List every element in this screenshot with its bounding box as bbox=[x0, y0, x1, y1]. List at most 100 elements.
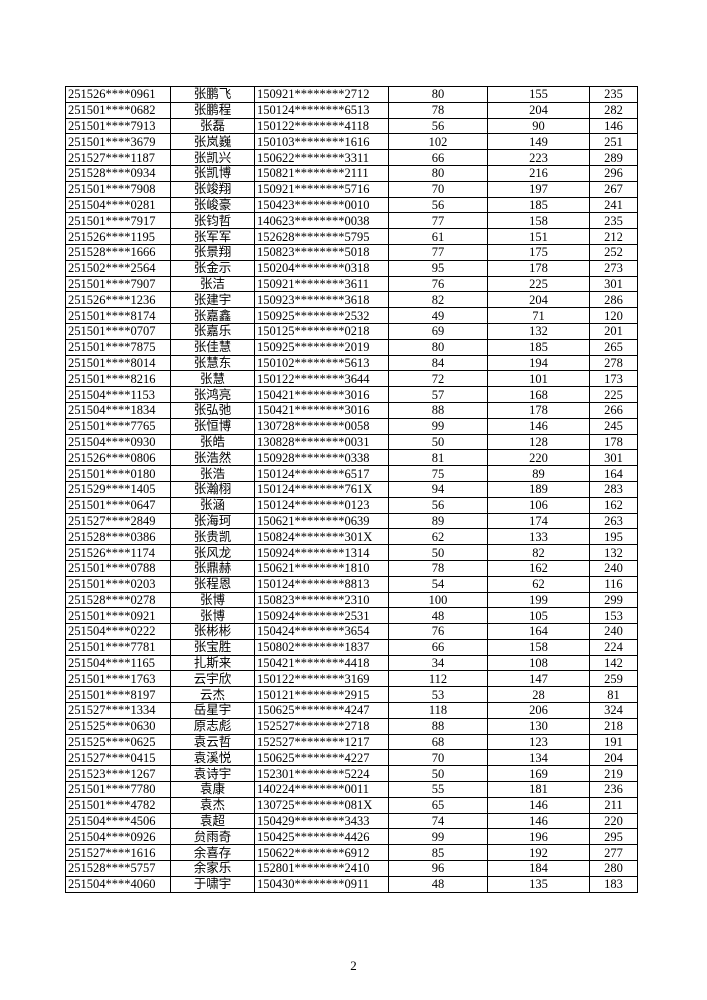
name-cell: 张慧东 bbox=[170, 354, 255, 372]
score-1-cell: 80 bbox=[388, 86, 488, 103]
score-1-cell: 75 bbox=[388, 465, 488, 482]
name-cell: 张博 bbox=[170, 591, 255, 609]
name-cell: 余家乐 bbox=[170, 860, 255, 877]
score-2-cell: 189 bbox=[487, 480, 590, 498]
score-2-cell: 62 bbox=[487, 575, 590, 593]
name-cell: 岳星宇 bbox=[170, 702, 255, 719]
score-1-cell: 74 bbox=[388, 812, 488, 830]
table-row: 251501****0707 张嘉乐 150125********0218 69 132… bbox=[65, 322, 638, 340]
total-score-cell: 183 bbox=[589, 875, 638, 893]
exam-number-cell: 251501****7917 bbox=[65, 212, 171, 230]
score-1-cell: 80 bbox=[388, 338, 488, 356]
name-cell: 张程恩 bbox=[170, 575, 255, 593]
score-1-cell: 77 bbox=[388, 212, 488, 230]
total-score-cell: 241 bbox=[589, 196, 638, 214]
total-score-cell: 236 bbox=[589, 781, 638, 798]
name-cell: 云宇欣 bbox=[170, 670, 255, 688]
table-row: 251526****1174 张风龙 150924********1314 50 82 1… bbox=[65, 544, 638, 561]
table-row: 251501****0180 张浩 150124********6517 75 89 16… bbox=[65, 465, 638, 482]
id-number-cell: 150924********1314 bbox=[254, 544, 389, 561]
id-number-cell: 150122********3644 bbox=[254, 370, 389, 388]
id-number-cell: 150823********2310 bbox=[254, 591, 389, 609]
id-number-cell: 150622********3311 bbox=[254, 149, 389, 166]
exam-number-cell: 251502****2564 bbox=[65, 259, 171, 277]
score-2-cell: 101 bbox=[487, 370, 590, 388]
score-1-cell: 48 bbox=[388, 875, 488, 893]
total-score-cell: 146 bbox=[589, 117, 638, 135]
score-1-cell: 55 bbox=[388, 781, 488, 798]
exam-number-cell: 251501****7907 bbox=[65, 275, 171, 293]
score-1-cell: 70 bbox=[388, 749, 488, 767]
id-number-cell: 150625********4227 bbox=[254, 749, 389, 767]
name-cell: 张岚巍 bbox=[170, 133, 255, 151]
name-cell: 张宝胜 bbox=[170, 638, 255, 656]
total-score-cell: 162 bbox=[589, 496, 638, 514]
total-score-cell: 259 bbox=[589, 670, 638, 688]
score-2-cell: 146 bbox=[487, 812, 590, 830]
total-score-cell: 191 bbox=[589, 733, 638, 751]
id-number-cell: 150622********6912 bbox=[254, 844, 389, 862]
page-number: 2 bbox=[350, 958, 357, 973]
score-2-cell: 147 bbox=[487, 670, 590, 688]
score-2-cell: 164 bbox=[487, 623, 590, 640]
score-1-cell: 62 bbox=[388, 528, 488, 546]
total-score-cell: 164 bbox=[589, 465, 638, 482]
total-score-cell: 289 bbox=[589, 149, 638, 166]
id-number-cell: 150821********2111 bbox=[254, 164, 389, 182]
total-score-cell: 224 bbox=[589, 638, 638, 656]
score-2-cell: 128 bbox=[487, 433, 590, 451]
name-cell: 张浩然 bbox=[170, 449, 255, 467]
table-row: 251501****3679 张岚巍 150103********1616 102 14… bbox=[65, 133, 638, 151]
id-number-cell: 130728********0058 bbox=[254, 417, 389, 435]
score-1-cell: 94 bbox=[388, 480, 488, 498]
exam-number-cell: 251504****4060 bbox=[65, 875, 171, 893]
table-row: 251525****0630 原志彪 152527********2718 88 130… bbox=[65, 717, 638, 735]
exam-number-cell: 251501****8174 bbox=[65, 307, 171, 324]
name-cell: 于啸宇 bbox=[170, 875, 255, 893]
name-cell: 张皓 bbox=[170, 433, 255, 451]
total-score-cell: 265 bbox=[589, 338, 638, 356]
table-row: 251504****1153 张鸿亮 150421********3016 57 168… bbox=[65, 386, 638, 403]
score-1-cell: 56 bbox=[388, 196, 488, 214]
table-row: 251501****7765 张恒博 130728********0058 99 146… bbox=[65, 417, 638, 435]
exam-number-cell: 251523****1267 bbox=[65, 765, 171, 783]
total-score-cell: 235 bbox=[589, 212, 638, 230]
id-number-cell: 150423********0010 bbox=[254, 196, 389, 214]
table-row: 251504****0281 张峻豪 150423********0010 56 185… bbox=[65, 196, 638, 214]
total-score-cell: 283 bbox=[589, 480, 638, 498]
score-1-cell: 78 bbox=[388, 101, 488, 119]
id-number-cell: 150125********0218 bbox=[254, 322, 389, 340]
id-number-cell: 150122********4118 bbox=[254, 117, 389, 135]
exam-number-cell: 251504****0222 bbox=[65, 623, 171, 640]
name-cell: 张景翔 bbox=[170, 243, 255, 261]
score-2-cell: 184 bbox=[487, 860, 590, 877]
score-2-cell: 130 bbox=[487, 717, 590, 735]
name-cell: 张磊 bbox=[170, 117, 255, 135]
table-row: 251504****1834 张弘弛 150421********3016 88 178… bbox=[65, 401, 638, 419]
table-row: 251529****1405 张瀚栩 150124********761X 94 189… bbox=[65, 480, 638, 498]
score-2-cell: 146 bbox=[487, 796, 590, 814]
table-row: 251525****0625 袁云哲 152527********1217 68 123… bbox=[65, 733, 638, 751]
score-1-cell: 49 bbox=[388, 307, 488, 324]
table-row: 251527****2849 张海珂 150621********0639 89 174… bbox=[65, 512, 638, 530]
total-score-cell: 251 bbox=[589, 133, 638, 151]
id-number-cell: 130725********081X bbox=[254, 796, 389, 814]
score-2-cell: 162 bbox=[487, 559, 590, 577]
score-1-cell: 118 bbox=[388, 702, 488, 719]
exam-number-cell: 251501****0682 bbox=[65, 101, 171, 119]
name-cell: 张涵 bbox=[170, 496, 255, 514]
id-number-cell: 150124********8813 bbox=[254, 575, 389, 593]
total-score-cell: 225 bbox=[589, 386, 638, 403]
id-number-cell: 150824********301X bbox=[254, 528, 389, 546]
table-row: 251526****0961 张鹏飞 150921********2712 80 155… bbox=[65, 86, 638, 103]
score-1-cell: 69 bbox=[388, 322, 488, 340]
exam-number-cell: 251501****7781 bbox=[65, 638, 171, 656]
total-score-cell: 120 bbox=[589, 307, 638, 324]
exam-number-cell: 251528****0278 bbox=[65, 591, 171, 609]
id-number-cell: 152527********2718 bbox=[254, 717, 389, 735]
score-2-cell: 151 bbox=[487, 228, 590, 245]
table-row: 251501****7907 张洁 150921********3611 76 225 3… bbox=[65, 275, 638, 293]
name-cell: 云杰 bbox=[170, 686, 255, 704]
total-score-cell: 178 bbox=[589, 433, 638, 451]
name-cell: 扎斯来 bbox=[170, 654, 255, 672]
